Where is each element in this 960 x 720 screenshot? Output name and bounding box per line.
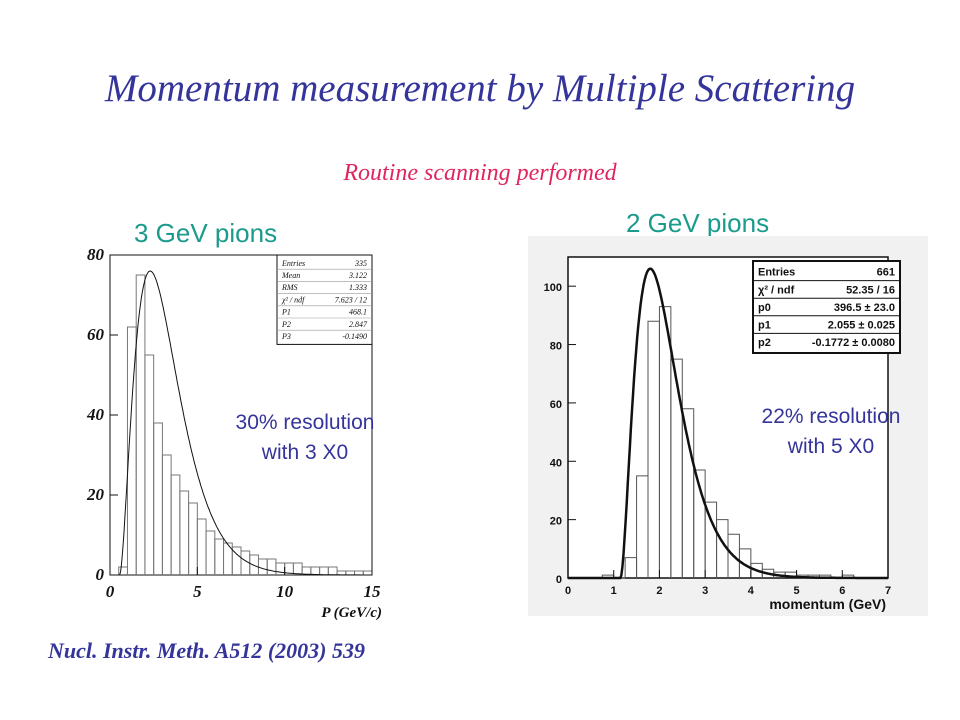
right-fit-curve <box>568 267 888 580</box>
right-note-line1: 22% resolution <box>761 405 901 428</box>
right-x-tick-label: 0 <box>565 585 571 597</box>
right-y-tick-label: 80 <box>550 341 562 353</box>
right-resolution-note: 22% resolution with 5 X0 <box>726 402 936 462</box>
left-note-line1: 30% resolution <box>235 411 375 434</box>
left-stats-label: P3 <box>281 332 291 341</box>
left-note-line2: with 3 X0 <box>261 441 349 464</box>
left-y-tick-label: 40 <box>86 405 105 424</box>
left-fit-curve <box>110 270 372 576</box>
right-stats-value: 396.5 ± 23.0 <box>834 302 895 314</box>
left-stats-label: P1 <box>281 308 291 317</box>
right-note-line2: with 5 X0 <box>787 435 875 458</box>
right-y-tick-label: 0 <box>556 574 562 586</box>
left-stats-label: χ² / ndf <box>281 295 306 304</box>
left-x-tick-label: 15 <box>364 582 382 601</box>
right-stats-value: 661 <box>877 267 895 279</box>
right-stats-label: p0 <box>758 302 771 314</box>
left-stats-value: 335 <box>354 259 367 268</box>
slide-title: Momentum measurement by Multiple Scatter… <box>104 67 856 110</box>
slide-subtitle: Routine scanning performed <box>343 160 617 186</box>
right-stats-label: χ² / ndf <box>758 284 795 296</box>
right-y-tick-label: 60 <box>550 399 562 411</box>
left-x-tick-label: 5 <box>193 582 202 601</box>
right-stats-value: 52.35 / 16 <box>846 284 895 296</box>
left-stats-value: 3.122 <box>348 271 367 280</box>
left-stats-label: P2 <box>281 320 291 329</box>
left-y-tick-label: 20 <box>86 485 105 504</box>
citation: Nucl. Instr. Meth. A512 (2003) 539 <box>48 638 366 663</box>
left-y-tick-label: 0 <box>96 565 105 584</box>
right-x-axis-label: momentum (GeV) <box>769 596 886 612</box>
left-y-tick-label: 60 <box>87 325 105 344</box>
left-y-tick-label: 80 <box>87 245 105 264</box>
left-stats-label: Mean <box>281 271 300 280</box>
right-stats-value: 2.055 ± 0.025 <box>828 319 895 331</box>
right-stats-label: p1 <box>758 319 771 331</box>
left-stats-value: -0.1490 <box>342 332 367 341</box>
right-x-tick-label: 5 <box>794 585 800 597</box>
right-y-tick-label: 100 <box>544 282 562 294</box>
right-x-tick-label: 4 <box>748 585 755 597</box>
left-stats-label: Entries <box>281 259 305 268</box>
left-x-tick-label: 0 <box>106 582 115 601</box>
left-stats-value: 468.1 <box>349 308 367 317</box>
right-x-tick-label: 2 <box>656 585 662 597</box>
right-stats-label: Entries <box>758 267 795 279</box>
right-x-tick-label: 1 <box>611 585 617 597</box>
left-stats-value: 1.333 <box>349 283 367 292</box>
right-stats-box <box>752 260 901 354</box>
right-stats-label: p2 <box>758 337 771 349</box>
left-x-tick-label: 10 <box>276 582 294 601</box>
right-x-tick-label: 6 <box>839 585 845 597</box>
left-panel-label: 3 GeV pions <box>134 218 278 248</box>
left-stats-value: 2.847 <box>349 320 368 329</box>
right-stats-value: -0.1772 ± 0.0080 <box>812 337 895 349</box>
right-y-tick-label: 20 <box>550 516 562 528</box>
right-x-tick-label: 7 <box>885 585 891 597</box>
left-stats-box <box>276 254 373 345</box>
right-x-tick-label: 3 <box>702 585 708 597</box>
right-y-tick-label: 40 <box>550 457 562 469</box>
left-stats-label: RMS <box>281 283 298 292</box>
left-x-axis-label: P (GeV/c) <box>321 605 382 621</box>
left-resolution-note: 30% resolution with 3 X0 <box>200 408 410 468</box>
left-stats-value: 7.623 / 12 <box>335 295 367 304</box>
right-panel-label: 2 GeV pions <box>626 208 770 238</box>
